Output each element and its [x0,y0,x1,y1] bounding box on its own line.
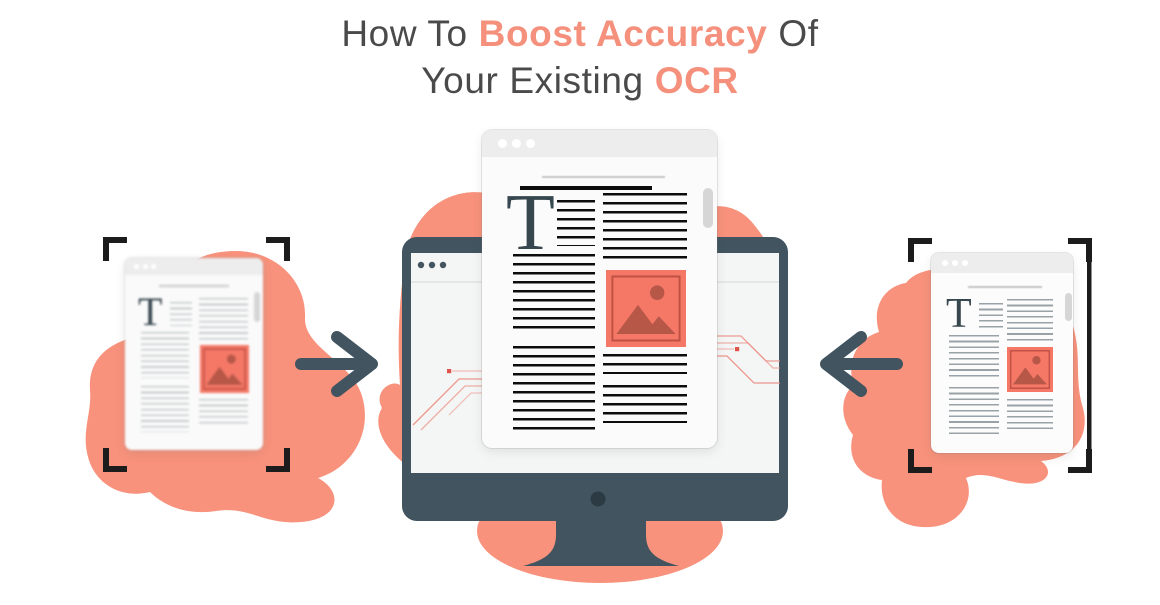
text-lines [603,385,687,423]
text-lines [557,200,595,246]
image-placeholder-icon [606,270,686,347]
text-lines [170,302,192,326]
document-left-blurry: T [125,258,263,450]
drop-cap: T [138,289,163,334]
scrollbar [703,188,713,228]
text-lines [141,386,189,432]
text-lines [1007,399,1053,433]
image-placeholder-icon [1007,347,1053,392]
window-dots-icon [134,264,156,269]
text-lines [141,332,189,378]
headline-rule [542,176,665,178]
document-left-titlebar [125,258,263,275]
text-lines [199,399,248,427]
screen-window-dots-icon [417,261,447,269]
scrollbar [1065,293,1072,321]
circuit-lines-right [716,335,780,384]
image-placeholder-icon [200,345,249,393]
window-dots-icon [942,260,968,266]
text-lines [513,346,595,430]
document-center: T [482,130,717,448]
text-lines [603,354,687,374]
circuit-lines-left [412,370,483,431]
text-lines [513,254,595,334]
title-line1-highlight: Boost Accuracy [478,13,768,54]
scrollbar [254,292,260,322]
monitor-stand [523,512,679,566]
circuit-node-dot-left [447,369,452,374]
title-line-2: Your Existing OCR [0,57,1160,104]
text-lines [1007,299,1053,343]
text-lines [949,335,999,379]
text-lines [949,387,999,435]
title-line-1: How To Boost Accuracy Of [0,10,1160,57]
document-center-titlebar [482,130,717,157]
document-right: T [931,253,1073,453]
text-lines [979,303,1003,329]
text-lines [199,298,248,340]
title-line2-text: Your Existing [421,60,644,101]
title-line1-suffix: Of [778,13,819,54]
drop-cap: T [946,291,972,337]
document-right-titlebar [931,253,1073,273]
window-dots-icon [498,139,535,148]
text-lines [603,193,687,265]
title-line2-highlight: OCR [654,60,739,101]
drop-cap: T [506,179,555,267]
headline-rule [968,286,1042,288]
title-line1-text: How To [341,13,468,54]
headline-bar [520,186,652,190]
page-title: How To Boost Accuracy Of Your Existing O… [0,10,1160,104]
monitor-camera-dot [590,491,606,507]
circuit-node-dot-right [735,347,740,352]
headline-rule [159,285,229,287]
